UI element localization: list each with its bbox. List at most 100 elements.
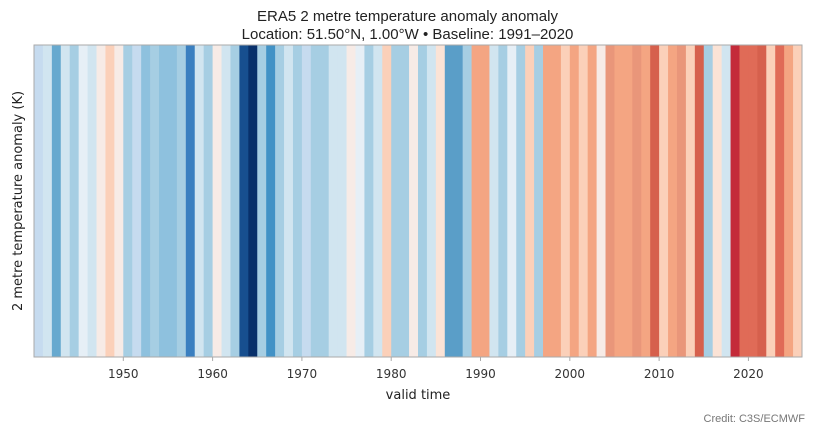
stripe-2006: [623, 45, 633, 357]
stripe-2021: [757, 45, 767, 357]
stripe-1986: [444, 45, 455, 357]
stripe-1942: [51, 45, 62, 357]
stripe-2013: [685, 45, 696, 357]
stripe-2020: [748, 45, 758, 357]
stripe-1997: [543, 45, 553, 357]
x-tick-label: 2000: [555, 367, 586, 381]
stripe-1996: [534, 45, 544, 357]
stripe-1985: [435, 45, 446, 357]
stripe-2011: [668, 45, 678, 357]
stripe-1966: [266, 45, 276, 357]
stripe-1990: [480, 45, 490, 357]
chart-subtitle: Location: 51.50°N, 1.00°W • Baseline: 19…: [241, 26, 574, 43]
stripe-2024: [784, 45, 794, 357]
stripe-1972: [319, 45, 330, 357]
stripe-1998: [551, 45, 562, 357]
stripe-1956: [176, 45, 187, 357]
x-tick-label: 2020: [733, 367, 764, 381]
stripe-1970: [301, 45, 312, 357]
x-axis-label: valid time: [386, 388, 451, 403]
stripe-2002: [587, 45, 597, 357]
stripe-1995: [525, 45, 535, 357]
stripe-2014: [694, 45, 705, 357]
stripe-1971: [310, 45, 321, 357]
stripe-2003: [596, 45, 606, 357]
stripe-1984: [426, 45, 437, 357]
x-tick-label: 2010: [644, 367, 675, 381]
stripe-1991: [489, 45, 499, 357]
stripe-1948: [105, 45, 115, 357]
stripe-1975: [346, 45, 356, 357]
stripe-1989: [471, 45, 481, 357]
stripe-1949: [114, 45, 124, 357]
stripe-1951: [132, 45, 142, 357]
x-tick-label: 1980: [376, 367, 407, 381]
stripe-1943: [60, 45, 71, 357]
stripe-1963: [239, 45, 249, 357]
stripe-2015: [703, 45, 714, 357]
stripe-1954: [159, 45, 169, 357]
stripe-2019: [739, 45, 749, 357]
stripe-1941: [42, 45, 53, 357]
stripe-1961: [221, 45, 231, 357]
stripe-2018: [730, 45, 740, 357]
credit-text: Credit: C3S/ECMWF: [703, 413, 805, 425]
stripe-1980: [391, 45, 401, 357]
stripe-1988: [462, 45, 472, 357]
x-tick-label: 1950: [108, 367, 139, 381]
stripe-1994: [516, 45, 526, 357]
stripe-1976: [355, 45, 365, 357]
stripe-2008: [641, 45, 651, 357]
stripe-1960: [212, 45, 222, 357]
stripe-2005: [614, 45, 624, 357]
stripe-2000: [569, 45, 580, 357]
stripe-1944: [69, 45, 80, 357]
stripe-1958: [194, 45, 205, 357]
stripe-1987: [453, 45, 464, 357]
x-tick-label: 1970: [287, 367, 318, 381]
stripe-1962: [230, 45, 240, 357]
x-axis-ticks: 1950 1960 1970 1980 1990 2000 2010 2020: [108, 357, 764, 381]
stripe-2004: [605, 45, 615, 357]
stripe-1968: [284, 45, 294, 357]
stripe-1964: [248, 45, 258, 357]
stripe-1992: [498, 45, 508, 357]
stripe-1979: [382, 45, 392, 357]
stripe-1993: [507, 45, 517, 357]
stripe-1982: [409, 45, 419, 357]
stripe-2023: [775, 45, 785, 357]
stripe-1978: [373, 45, 383, 357]
plot-frame: [33, 44, 803, 358]
stripe-1940: [34, 45, 44, 357]
stripe-1967: [275, 45, 285, 357]
stripe-2022: [766, 45, 776, 357]
stripe-1952: [141, 45, 151, 357]
stripe-1965: [257, 45, 267, 357]
stripe-2016: [712, 45, 723, 357]
stripe-2017: [721, 45, 731, 357]
x-tick-label: 1990: [465, 367, 496, 381]
stripe-1945: [78, 45, 88, 357]
stripe-2009: [650, 45, 660, 357]
stripe-1950: [123, 45, 133, 357]
y-axis-label: 2 metre temperature anomaly (K): [11, 91, 26, 311]
stripe-1953: [150, 45, 160, 357]
stripe-2001: [578, 45, 589, 357]
stripe-1974: [337, 45, 347, 357]
stripe-1983: [418, 45, 428, 357]
stripe-2025: [793, 45, 803, 357]
x-tick-label: 1960: [197, 367, 228, 381]
stripes-group: [34, 45, 803, 357]
stripe-1973: [328, 45, 339, 357]
stripe-1947: [96, 45, 106, 357]
chart-title: ERA5 2 metre temperature anomaly anomaly: [257, 8, 558, 25]
stripe-2007: [632, 45, 642, 357]
stripe-1957: [185, 45, 196, 357]
stripe-1999: [560, 45, 571, 357]
stripe-2012: [676, 45, 687, 357]
stripe-1977: [364, 45, 374, 357]
stripe-2010: [659, 45, 669, 357]
stripe-1981: [400, 45, 410, 357]
stripe-1946: [87, 45, 97, 357]
